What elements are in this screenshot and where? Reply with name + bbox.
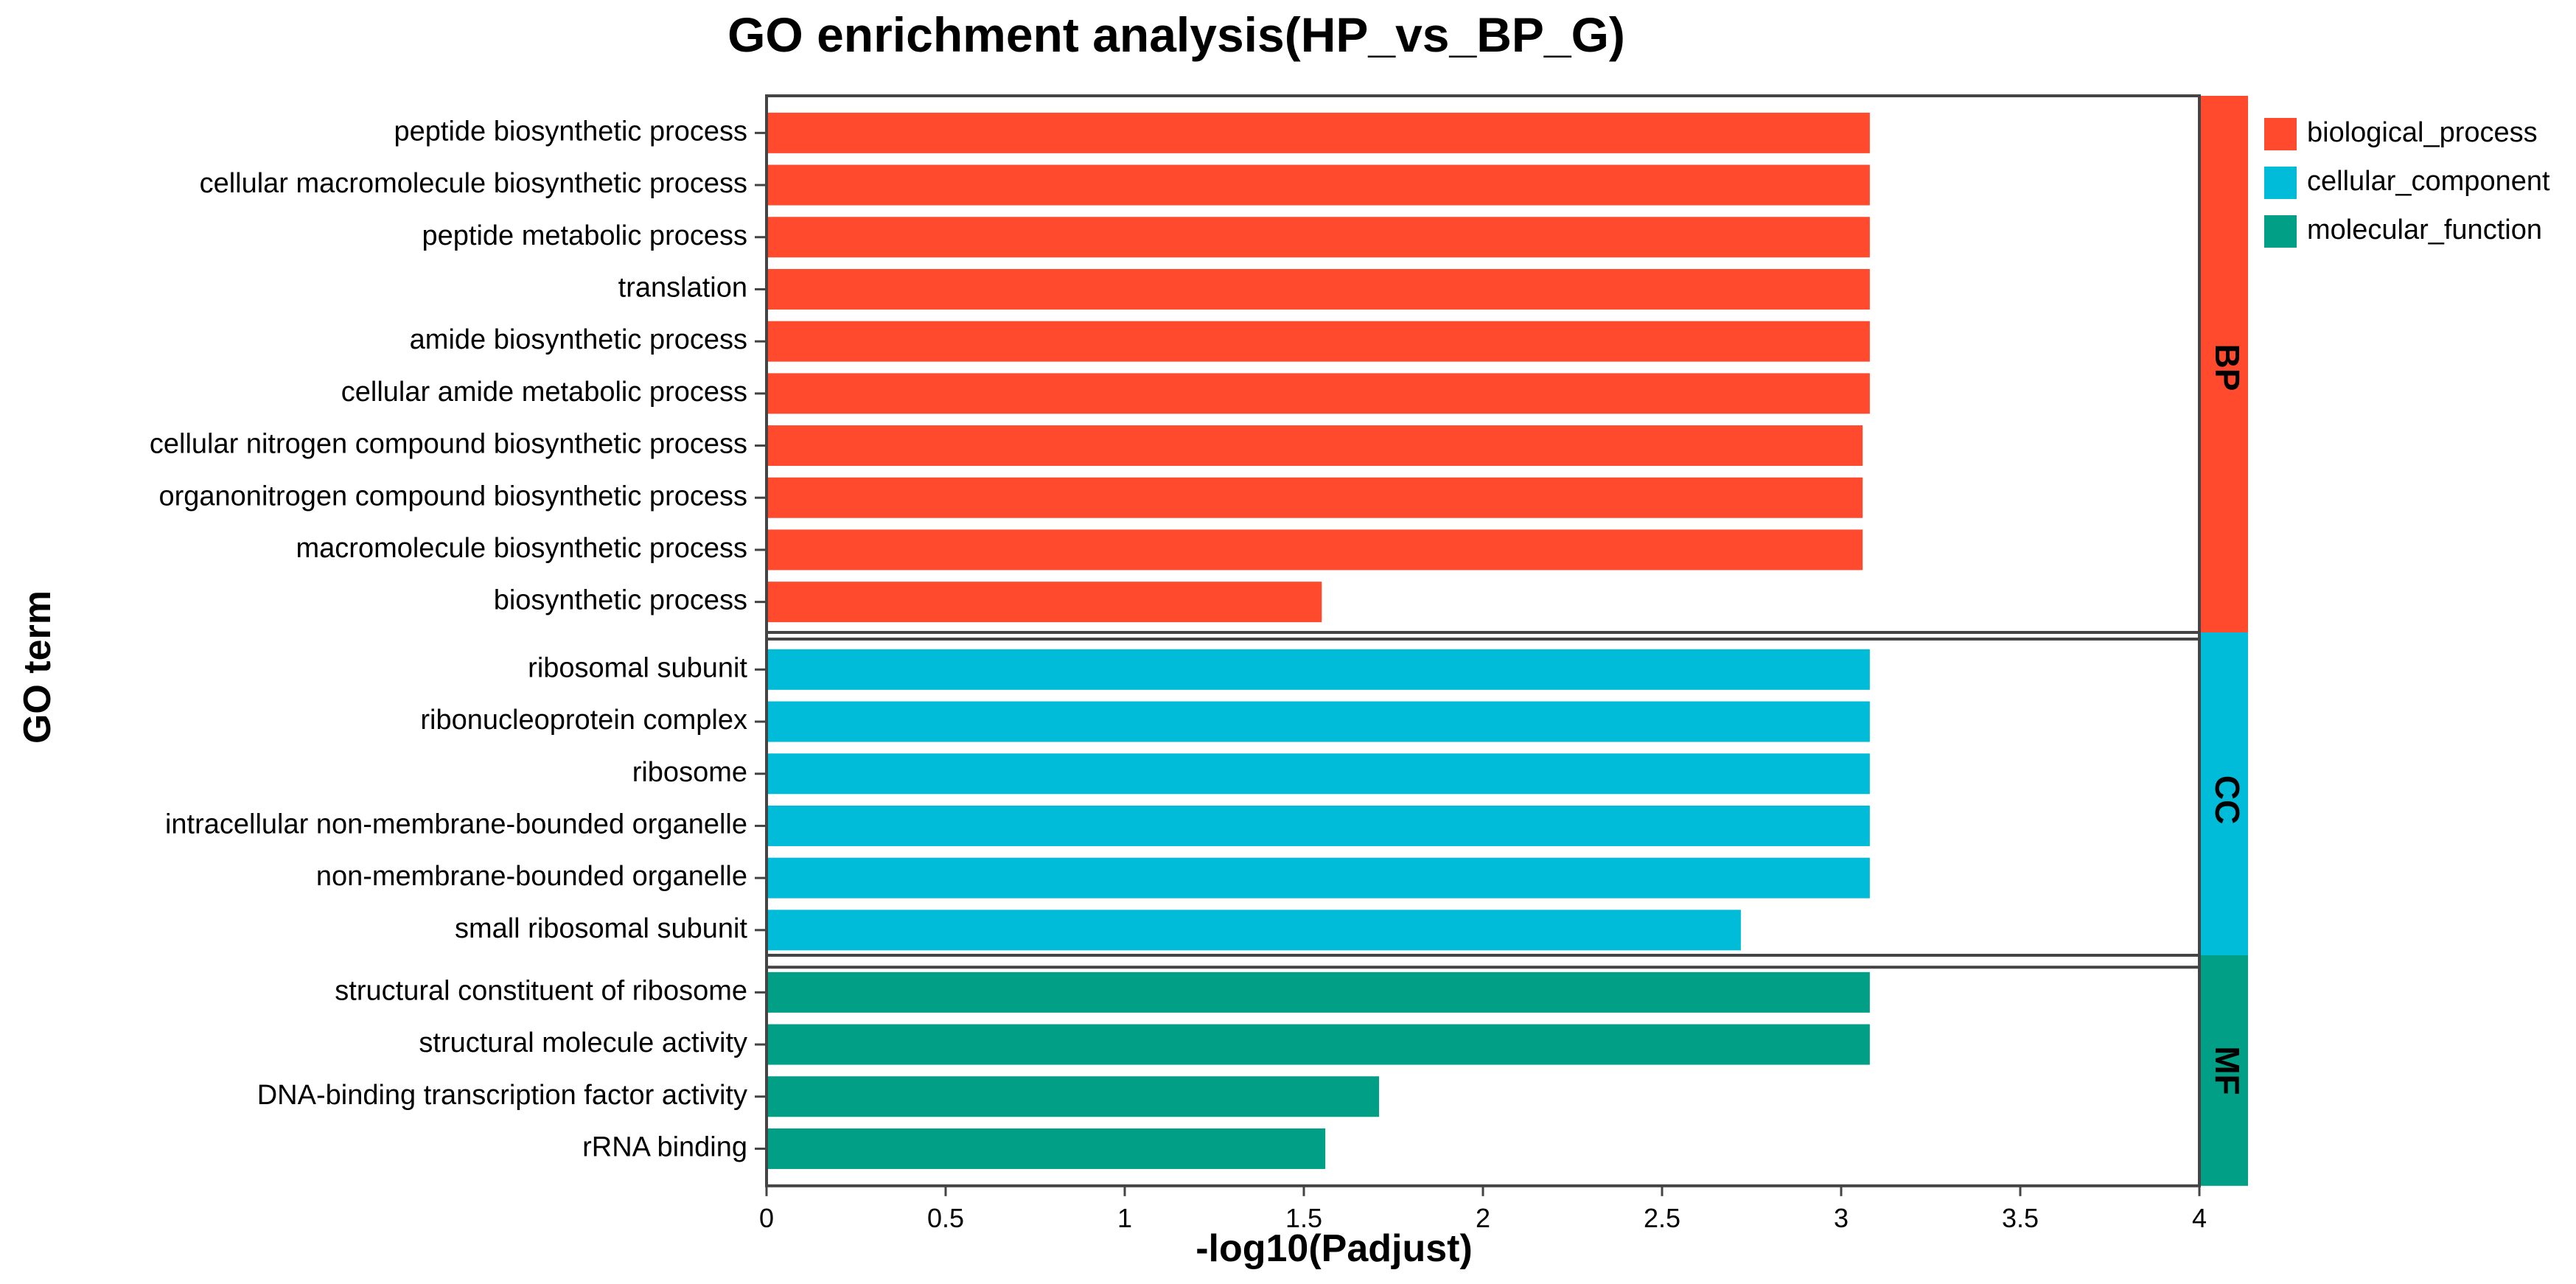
bar <box>768 857 1870 899</box>
category-label: structural molecule activity <box>419 1027 747 1058</box>
category-label: ribonucleoprotein complex <box>420 705 747 736</box>
facet-panels: BP peptide biosynthetic process cellular m… <box>150 94 2248 1187</box>
facet-strip-cc <box>2201 632 2248 968</box>
panel-border <box>765 94 2201 641</box>
category-label: cellular nitrogen compound biosynthetic … <box>150 429 747 460</box>
bar <box>768 217 1870 258</box>
panel-border <box>765 631 2201 969</box>
legend-label: biological_process <box>2307 117 2538 148</box>
x-axis: 0 0.5 1 1.5 2 2.5 3 3.5 4 <box>759 1185 2207 1233</box>
category-label: ribosome <box>632 757 747 788</box>
category-label: peptide metabolic process <box>422 220 747 251</box>
category-label: rRNA binding <box>582 1131 747 1162</box>
category-label: small ribosomal subunit <box>455 913 747 944</box>
category-label: biosynthetic process <box>494 585 747 616</box>
x-tick-label: 3 <box>1834 1203 1849 1233</box>
x-tick-label: 1 <box>1117 1203 1132 1233</box>
category-label: ribosomal subunit <box>528 652 747 683</box>
x-axis-label: -log10(Padjust) <box>1195 1227 1473 1270</box>
bar <box>768 701 1870 742</box>
bar <box>768 477 1863 518</box>
x-tick-label: 0 <box>759 1203 774 1233</box>
legend-swatch <box>2264 167 2297 199</box>
legend: biological_process cellular_componentmole… <box>2264 117 2550 248</box>
category-label: organonitrogen compound biosynthetic pro… <box>158 481 747 512</box>
x-tick-label: 0.5 <box>927 1203 964 1233</box>
bar <box>768 1128 1326 1169</box>
category-label: translation <box>618 272 747 303</box>
x-tick-label: 4 <box>2192 1203 2207 1233</box>
x-tick-label: 2 <box>1476 1203 1490 1233</box>
bar <box>768 1024 1870 1065</box>
facet-strip-label: MF <box>2208 1046 2247 1095</box>
bar <box>768 373 1870 414</box>
category-label: structural constituent of ribosome <box>335 975 747 1006</box>
panel-mf: MF structural constituent of ribosome stru… <box>257 954 2248 1187</box>
bar <box>768 112 1870 153</box>
legend-label: molecular_function <box>2307 214 2542 245</box>
bar <box>768 582 1322 623</box>
bar <box>768 910 1741 951</box>
bar <box>768 971 1870 1013</box>
legend-label: cellular_component <box>2307 166 2550 197</box>
facet-strip-mf <box>2201 955 2248 1186</box>
x-tick-label: 1.5 <box>1285 1203 1322 1233</box>
category-label: macromolecule biosynthetic process <box>296 533 748 564</box>
legend-swatch <box>2264 215 2297 248</box>
bar <box>768 529 1863 571</box>
bar <box>768 805 1870 846</box>
bar <box>768 1076 1380 1117</box>
bar <box>768 164 1870 206</box>
legend-swatch <box>2264 118 2297 150</box>
bar <box>768 268 1870 310</box>
x-tick-label: 2.5 <box>1644 1203 1680 1233</box>
panel-cc: CC ribosomal subunit ribonucleoprotein com… <box>165 631 2248 969</box>
category-label: peptide biosynthetic process <box>394 116 747 147</box>
panel-bp: BP peptide biosynthetic process cellular m… <box>150 94 2248 641</box>
category-label: cellular macromolecule biosynthetic proc… <box>200 168 747 199</box>
category-label: DNA-binding transcription factor activit… <box>257 1080 747 1111</box>
facet-strip-label: CC <box>2208 775 2247 824</box>
category-label: cellular amide metabolic process <box>341 377 747 408</box>
bar <box>768 753 1870 795</box>
facet-strip-bp <box>2201 96 2248 639</box>
x-tick-label: 3.5 <box>2002 1203 2039 1233</box>
y-axis-label: GO term <box>16 590 59 744</box>
facet-strip-label: BP <box>2208 344 2247 391</box>
bar <box>768 649 1870 690</box>
bar <box>768 321 1870 362</box>
category-label: intracellular non-membrane-bounded organ… <box>165 809 747 840</box>
chart-title: GO enrichment analysis(HP_vs_BP_G) <box>727 7 1625 62</box>
bar <box>768 425 1863 467</box>
category-label: amide biosynthetic process <box>410 324 747 355</box>
category-label: non-membrane-bounded organelle <box>316 861 747 892</box>
